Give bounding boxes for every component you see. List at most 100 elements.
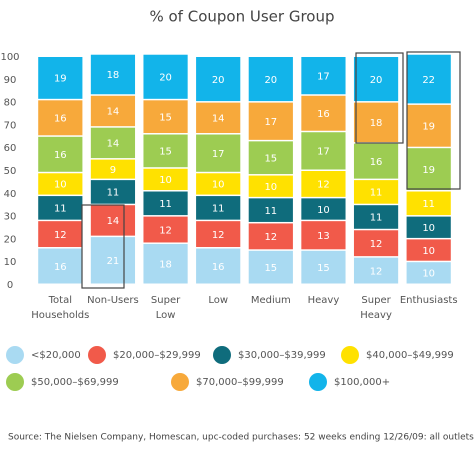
segment-label: 19 — [422, 165, 435, 176]
segment-label: 17 — [212, 149, 225, 160]
segment-label: 15 — [264, 153, 277, 164]
bar-segment — [301, 132, 346, 170]
bar-segment — [38, 57, 83, 99]
x-tick-label: Low — [208, 295, 228, 306]
bar-segment — [301, 221, 346, 250]
bar-segment — [301, 171, 346, 197]
bar-segment — [353, 180, 399, 204]
segment-label: 10 — [317, 205, 330, 216]
legend-swatch — [88, 346, 106, 364]
highlight-box — [81, 204, 125, 289]
segment-label: 11 — [370, 213, 383, 224]
segment-label: 21 — [107, 256, 120, 267]
bar-segment — [196, 196, 241, 220]
bar-segment — [143, 216, 188, 243]
bar-segment — [248, 57, 293, 102]
legend-label: <$20,000 — [31, 350, 81, 361]
plot-area: 0 10 20 30 40 50 60 70 80 90 100 Total Households 16 1… — [0, 52, 458, 391]
segment-label: 15 — [159, 147, 172, 158]
segment-label: 14 — [107, 216, 120, 227]
x-tick-label: Super Heavy — [360, 295, 392, 321]
legend-label: $30,000–$39,999 — [238, 350, 326, 361]
bar-segment — [248, 198, 293, 222]
bar-segment — [90, 127, 136, 159]
segment-label: 20 — [264, 75, 277, 86]
bar-segment — [353, 102, 399, 143]
y-tick-label: 20 — [4, 234, 17, 245]
segment-label: 13 — [317, 231, 330, 242]
bar-segment — [248, 223, 293, 250]
segment-label: 12 — [54, 230, 67, 241]
bar-segment — [143, 134, 188, 168]
bar-segment — [38, 196, 83, 220]
bar-segment — [353, 230, 399, 257]
bar-segment — [143, 191, 188, 216]
segment-label: 17 — [317, 147, 330, 158]
bar-segment — [143, 54, 188, 99]
segment-label: 10 — [212, 180, 225, 191]
bar-segment — [248, 175, 293, 197]
y-tick-label: 90 — [4, 75, 17, 86]
legend-swatch — [213, 346, 231, 364]
segment-label: 11 — [54, 204, 67, 215]
segment-label: 10 — [159, 175, 172, 186]
segment-label: 10 — [422, 246, 435, 257]
segment-label: 12 — [370, 239, 383, 250]
legend-swatch — [309, 373, 327, 391]
segment-label: 15 — [264, 263, 277, 274]
legend-swatch — [341, 346, 359, 364]
x-tick-label: Medium — [251, 295, 291, 306]
segment-label: 22 — [422, 75, 435, 86]
bar-segment — [90, 180, 136, 204]
bar-segment — [196, 134, 241, 172]
legend-swatch — [171, 373, 189, 391]
bar-segment — [90, 95, 136, 127]
segment-label: 11 — [370, 188, 383, 199]
y-tick-label: 60 — [4, 143, 17, 154]
segment-label: 17 — [264, 117, 277, 128]
segment-label: 20 — [159, 73, 172, 84]
segment-label: 11 — [264, 206, 277, 217]
segment-label: 16 — [54, 150, 67, 161]
bar-segment — [143, 243, 188, 284]
bar-segment — [353, 205, 399, 229]
bar-segment — [406, 148, 451, 191]
bar-segment — [301, 250, 346, 284]
bar-segment — [301, 95, 346, 131]
bar-segment — [196, 173, 241, 195]
segment-label: 17 — [317, 71, 330, 82]
segment-label: 15 — [159, 112, 172, 123]
segment-label: 18 — [107, 70, 120, 81]
x-tick-label: Heavy — [308, 295, 340, 306]
legend-label: $50,000–$69,999 — [31, 377, 119, 388]
bar-segment — [90, 54, 136, 95]
segment-label: 20 — [212, 75, 225, 86]
bar-segment — [301, 198, 346, 220]
bar-segment — [406, 104, 451, 147]
bar-segment — [38, 100, 83, 136]
segment-label: 15 — [317, 263, 330, 274]
bar-segment — [143, 100, 188, 134]
x-tick-label: Total Households — [31, 295, 89, 321]
bar-segment — [38, 173, 83, 195]
segment-label: 12 — [317, 180, 330, 191]
y-tick-label: 100 — [0, 52, 19, 63]
y-tick-label: 50 — [4, 166, 17, 177]
y-tick-label: 70 — [4, 120, 17, 131]
segment-label: 11 — [107, 188, 120, 199]
segment-label: 10 — [264, 182, 277, 193]
bar-segment — [248, 141, 293, 175]
segment-label: 12 — [264, 232, 277, 243]
segment-label: 14 — [212, 114, 225, 125]
bar-segment — [196, 221, 241, 248]
bar-segment — [301, 57, 346, 95]
bar-segment — [248, 102, 293, 140]
segment-label: 14 — [107, 139, 120, 150]
y-tick-label: 40 — [4, 189, 17, 200]
x-tick-label: Enthusiasts — [400, 295, 458, 306]
bar-segment — [353, 257, 399, 284]
bar-segment — [406, 239, 451, 261]
y-tick-label: 0 — [7, 280, 13, 291]
segment-label: 18 — [159, 259, 172, 270]
segment-label: 16 — [370, 157, 383, 168]
